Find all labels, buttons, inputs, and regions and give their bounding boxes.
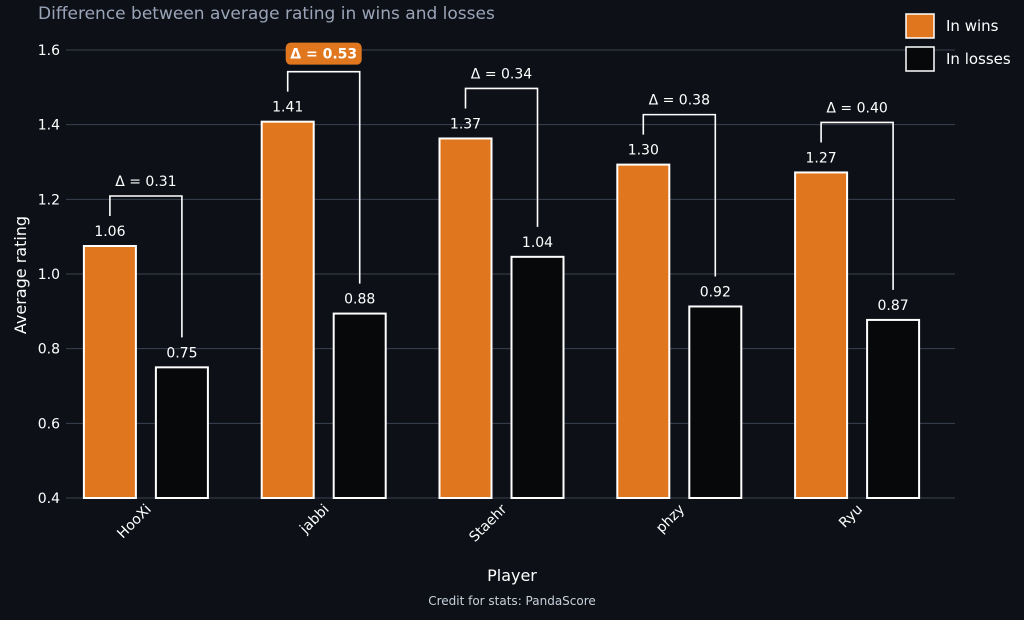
- y-tick-label: 0.6: [38, 416, 60, 432]
- delta-bracket: [286, 70, 361, 284]
- legend: In wins In losses: [905, 13, 1011, 72]
- legend-swatch-wins: [905, 13, 935, 39]
- delta-label: Δ = 0.53: [290, 47, 357, 63]
- delta-bracket: [820, 121, 894, 290]
- x-tick-label: HooXi: [114, 502, 154, 542]
- x-tick-label: jabbi: [296, 502, 332, 538]
- y-tick-label: 1.4: [38, 118, 60, 134]
- delta-bracket: [109, 195, 183, 338]
- value-label: 1.04: [522, 235, 553, 251]
- x-tick-label: Ryu: [836, 502, 866, 532]
- y-tick-label: 0.8: [38, 342, 60, 358]
- y-axis-title: Average rating: [11, 216, 30, 334]
- chart-title: Difference between average rating in win…: [38, 4, 495, 24]
- legend-swatch-losses: [905, 46, 935, 72]
- value-label: 0.75: [166, 345, 197, 361]
- x-axis-ticks: HooXi jabbi Staehr phzy Ryu: [114, 501, 866, 545]
- delta-label: Δ = 0.38: [649, 93, 710, 109]
- bars: [82, 120, 921, 500]
- delta-brackets: Δ = 0.31 Δ = 0.53 Δ = 0.34 Δ = 0.38 Δ = 0.40: [109, 42, 894, 338]
- delta-label: Δ = 0.31: [115, 174, 176, 190]
- bar-losses-hooxi: [154, 366, 209, 500]
- bar-losses-phzy: [688, 305, 743, 500]
- value-label: 1.37: [450, 116, 481, 132]
- delta-bracket: [464, 87, 539, 227]
- bar-wins-hooxi: [82, 245, 137, 499]
- value-label: 1.30: [628, 143, 659, 159]
- y-axis-ticks: 0.4 0.6 0.8 1.0 1.2 1.4 1.6: [38, 43, 60, 507]
- value-label: 0.88: [344, 292, 375, 308]
- delta-label: Δ = 0.34: [471, 66, 532, 82]
- bar-losses-jabbi: [332, 312, 387, 499]
- bar-losses-staehr: [510, 255, 565, 499]
- y-tick-label: 1.0: [38, 267, 60, 283]
- credit-annotation: Credit for stats: PandaScore: [428, 594, 596, 608]
- legend-label-losses: In losses: [946, 50, 1011, 68]
- delta-bracket: [642, 113, 717, 277]
- value-label: 1.41: [272, 100, 303, 116]
- delta-label: Δ = 0.40: [826, 100, 887, 116]
- y-tick-label: 1.6: [38, 43, 60, 59]
- bar-wins-phzy: [616, 163, 671, 499]
- x-tick-label: phzy: [653, 502, 688, 537]
- delta-highlight-box: [285, 42, 362, 65]
- bar-wins-staehr: [438, 137, 493, 499]
- x-tick-label: Staehr: [466, 501, 510, 545]
- value-labels: 1.06 0.75 1.41 0.88 1.37 1.04 1.30 0.92 1.27 0.87: [94, 100, 908, 362]
- bar-wins-jabbi: [260, 120, 315, 500]
- value-label: 0.92: [700, 284, 731, 300]
- bar-wins-ryu: [794, 171, 849, 499]
- y-tick-label: 1.2: [38, 192, 60, 208]
- bar-losses-ryu: [866, 318, 921, 500]
- x-axis-title: Player: [487, 566, 537, 585]
- y-tick-label: 0.4: [38, 491, 60, 507]
- value-label: 1.27: [806, 150, 837, 166]
- legend-label-wins: In wins: [946, 17, 999, 35]
- value-label: 1.06: [94, 224, 125, 240]
- value-label: 0.87: [878, 298, 909, 314]
